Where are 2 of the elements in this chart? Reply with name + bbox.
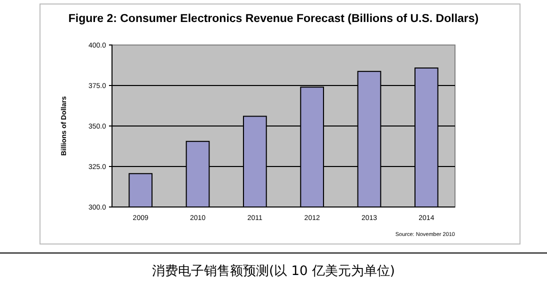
text: 消费电子销售额预测(以 10 亿美元为单位)	[152, 263, 395, 279]
chart-title: Figure 2: Consumer Electronics Revenue Forecast (Billions of U.S. Dollars)	[68, 13, 479, 25]
